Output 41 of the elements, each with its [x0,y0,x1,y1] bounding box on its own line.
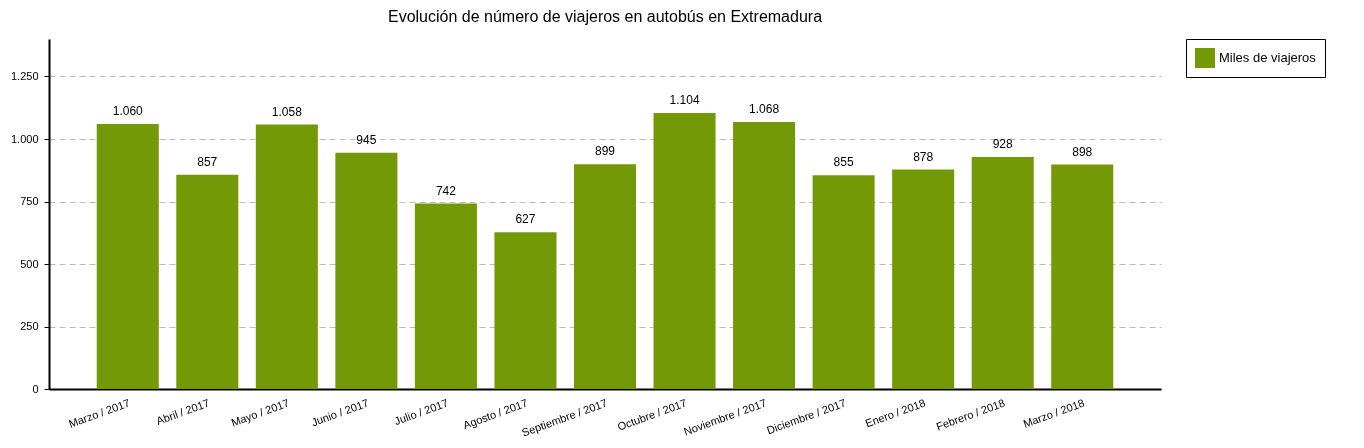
data-label: 1.060 [112,104,144,118]
bar [971,157,1034,389]
chart-title: Evolución de número de viajeros en autobús en Extremadura [387,7,823,25]
data-label: 1.068 [749,102,780,116]
x-tick-label: Mayo / 2017 [229,396,291,429]
bar [414,203,477,389]
y-tick-label: 500 [20,257,39,270]
bar [812,175,875,389]
data-label: 742 [435,183,457,198]
y-tick-label: 250 [20,320,39,332]
x-tick-label: Junio / 2017 [309,396,371,429]
x-tick-label: Julio / 2017 [392,396,450,428]
data-label: 627 [515,212,536,227]
y-tick-label: 1.250 [10,70,39,82]
data-label: 1.104 [669,93,700,107]
bar [733,122,796,389]
x-tick-label: Marzo / 2018 [1021,396,1087,430]
bar [573,164,637,389]
data-label: 898 [1072,144,1093,159]
data-label: 1.058 [271,104,303,119]
y-tick-label: 1.000 [10,132,39,145]
y-tick-label: 750 [20,195,39,207]
bar [255,124,318,389]
data-label: 928 [992,137,1014,151]
bar [653,113,716,389]
data-label: 945 [356,132,377,147]
legend-label: Miles de viajeros [1219,50,1317,65]
data-label: 857 [197,154,218,169]
bar [1051,164,1114,389]
bar [892,169,955,389]
y-tick-label: 0 [32,382,39,395]
x-tick-label: Enero / 2018 [863,396,927,430]
data-label: 899 [594,144,616,159]
bar [494,232,557,389]
bar [96,124,159,389]
bar [335,152,398,389]
bar [176,174,239,389]
x-tick-label: Abril / 2017 [154,396,212,427]
x-tick-label: Marzo / 2017 [67,396,132,430]
data-label: 855 [833,155,854,170]
data-label: 878 [913,149,934,164]
